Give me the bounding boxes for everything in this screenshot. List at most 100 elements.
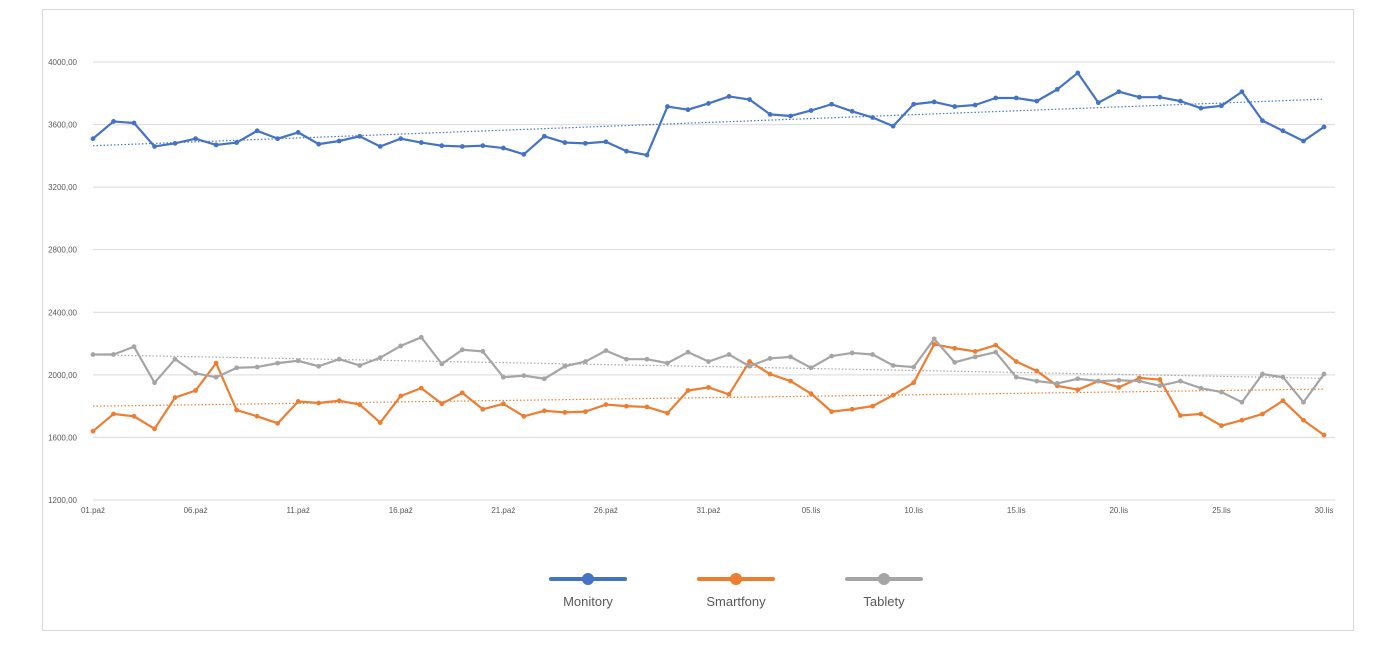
data-point-tablety [172, 356, 178, 362]
data-point-tablety [398, 343, 404, 349]
data-point-tablety [521, 373, 527, 379]
data-point-smartfony [500, 401, 506, 407]
data-point-monitory [541, 133, 547, 139]
data-point-monitory [583, 140, 588, 146]
data-point-tablety [952, 359, 958, 365]
data-point-tablety [377, 355, 383, 361]
data-point-monitory [788, 113, 793, 119]
data-point-tablety [890, 363, 896, 368]
data-point-tablety [152, 380, 157, 386]
trendlines [92, 98, 1325, 407]
legend-label-smartfony: Smartfony [706, 594, 766, 609]
data-point-monitory [234, 140, 240, 145]
data-point-tablety [1013, 374, 1019, 380]
data-point-smartfony [541, 408, 547, 414]
data-point-smartfony [788, 378, 793, 384]
x-tick-label: 16.paź [389, 506, 413, 515]
data-point-smartfony [890, 392, 896, 398]
data-point-tablety [111, 352, 116, 357]
data-point-tablety [541, 376, 547, 382]
data-point-smartfony [583, 409, 588, 415]
data-point-tablety [911, 364, 917, 370]
data-point-tablety [870, 352, 876, 357]
data-point-smartfony [1260, 411, 1265, 417]
data-point-smartfony [767, 371, 773, 377]
x-tick-label: 31.paź [696, 506, 720, 515]
data-point-monitory [849, 108, 855, 114]
data-point-monitory [870, 115, 876, 120]
data-point-tablety [213, 374, 219, 380]
data-point-smartfony [972, 348, 978, 354]
data-point-smartfony [603, 402, 609, 407]
series-lines [90, 70, 1327, 438]
legend: Monitory Smartfony Tablety [549, 573, 923, 609]
data-point-monitory [1116, 89, 1122, 95]
data-point-monitory [152, 144, 157, 149]
data-point-monitory [726, 94, 732, 99]
data-point-tablety [808, 365, 814, 371]
data-point-tablety [1116, 377, 1122, 383]
data-point-monitory [1280, 128, 1286, 134]
data-point-tablety [1034, 378, 1040, 384]
data-point-monitory [952, 104, 958, 109]
data-point-smartfony [747, 359, 752, 364]
data-point-tablety [562, 363, 568, 369]
data-point-monitory [1157, 94, 1163, 100]
data-point-monitory [459, 144, 465, 149]
data-point-monitory [624, 148, 629, 154]
data-point-monitory [398, 136, 404, 142]
data-point-tablety [418, 334, 424, 340]
data-point-smartfony [357, 402, 363, 407]
data-point-monitory [377, 144, 383, 149]
data-point-smartfony [931, 341, 937, 347]
data-point-tablety [234, 365, 240, 371]
data-point-monitory [111, 119, 116, 124]
data-point-smartfony [295, 399, 301, 404]
x-tick-label: 25.lis [1212, 506, 1231, 515]
data-point-tablety [706, 359, 711, 364]
data-point-tablety [459, 347, 465, 353]
data-point-monitory [665, 104, 670, 109]
data-point-monitory [193, 136, 198, 142]
line-chart: 1200,00 1600,00 2000,00 2400,00 2800,00 3200,… [48, 58, 1335, 609]
data-point-monitory [90, 136, 96, 142]
data-point-tablety [747, 363, 752, 369]
data-point-smartfony [1034, 368, 1040, 374]
data-point-tablety [1075, 376, 1081, 382]
data-point-smartfony [213, 360, 219, 366]
data-point-tablety [1177, 378, 1183, 384]
data-point-smartfony [234, 407, 240, 413]
data-point-smartfony [1198, 411, 1204, 417]
data-point-tablety [336, 356, 342, 362]
series-line-tablety [93, 336, 1325, 404]
legend-swatch-marker [582, 573, 594, 585]
data-point-tablety [193, 370, 198, 376]
data-point-monitory [1075, 70, 1081, 76]
data-point-smartfony [480, 406, 486, 412]
data-point-monitory [747, 97, 752, 102]
x-tick-label: 11.paź [286, 506, 309, 515]
data-point-monitory [562, 140, 568, 145]
data-point-monitory [1260, 118, 1265, 124]
data-point-tablety [788, 354, 793, 360]
data-point-monitory [1219, 103, 1224, 109]
data-point-monitory [500, 145, 506, 151]
data-point-monitory [644, 152, 650, 158]
data-point-tablety [316, 363, 322, 369]
legend-item-tablety: Tablety [845, 573, 923, 609]
legend-swatch-marker [878, 573, 890, 585]
data-point-monitory [1054, 86, 1060, 92]
data-point-monitory [357, 133, 363, 139]
trendline-smartfony [92, 388, 1325, 407]
data-point-tablety [603, 348, 609, 354]
x-tick-label: 01.paź [81, 506, 105, 515]
data-point-smartfony [1301, 417, 1306, 423]
legend-label-monitory: Monitory [563, 594, 613, 609]
legend-swatch-marker [730, 573, 742, 585]
data-point-tablety [849, 350, 855, 356]
data-point-smartfony [870, 403, 876, 409]
gridlines [93, 61, 1335, 501]
x-tick-label: 10.lis [904, 506, 923, 515]
data-point-tablety [500, 374, 506, 380]
data-point-smartfony [172, 395, 178, 400]
